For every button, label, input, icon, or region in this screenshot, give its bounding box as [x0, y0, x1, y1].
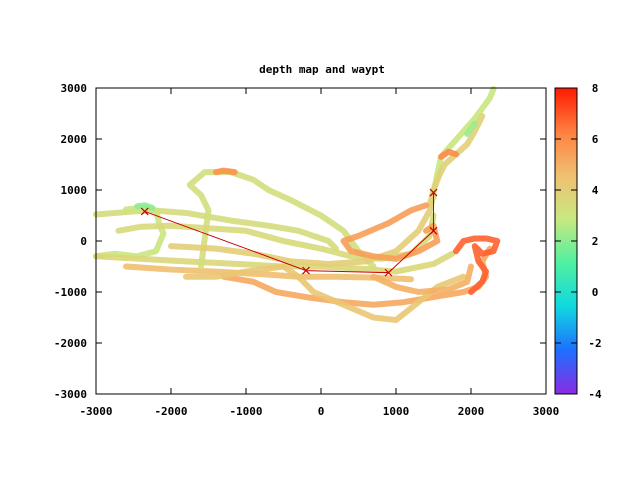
depth-track-10 [168, 192, 437, 267]
y-tick-label: 3000 [61, 82, 88, 95]
depth-track-18 [134, 202, 156, 211]
depth-track-7 [186, 169, 377, 270]
x-tick-label: 3000 [533, 405, 560, 418]
y-tick-label: 2000 [61, 133, 88, 146]
chart-title: depth map and waypt [259, 63, 385, 76]
colorbar-tick-label: 2 [592, 235, 599, 248]
x-tick-label: 2000 [458, 405, 485, 418]
y-axis: 3000 2000 1000 0 -1000 -2000 -3000 [54, 82, 546, 401]
colorbar-tick-label: 8 [592, 82, 599, 95]
y-tick-label: 1000 [61, 184, 88, 197]
waypoint-layer [140, 188, 438, 277]
waypoint-marker-1 [140, 207, 149, 216]
y-tick-label: 0 [80, 235, 87, 248]
depth-track-13 [438, 148, 459, 160]
colorbar-tick-label: 6 [592, 133, 599, 146]
depth-track-11 [430, 86, 497, 196]
colorbar-tick-label: 4 [592, 184, 599, 197]
waypoint-marker-4 [429, 226, 438, 235]
waypoint-marker-3 [384, 268, 393, 277]
depth-track-8 [213, 167, 238, 176]
track-layer [93, 86, 501, 324]
x-axis: -3000 -2000 -1000 0 1000 2000 3000 [79, 88, 559, 418]
x-tick-label: -1000 [229, 405, 262, 418]
colorbar-axis: 8 6 4 2 0 -2 -4 [555, 82, 602, 401]
x-tick-label: 0 [318, 405, 325, 418]
y-tick-label: -1000 [54, 286, 87, 299]
x-tick-label: -3000 [79, 405, 112, 418]
waypoint-marker-2 [302, 266, 310, 275]
y-tick-label: -2000 [54, 337, 87, 350]
depth-track-16 [453, 235, 501, 295]
colorbar-tick-label: -4 [588, 388, 602, 401]
depth-track-6 [183, 263, 467, 324]
depth-track-3 [93, 250, 456, 275]
depth-track-15 [370, 263, 474, 295]
depth-track-14 [340, 202, 441, 262]
y-tick-label: -3000 [54, 388, 87, 401]
x-tick-label: 1000 [383, 405, 410, 418]
depth-track-17 [464, 120, 478, 137]
depth-track-12 [426, 113, 486, 209]
waypoint-marker-5 [429, 188, 438, 197]
colorbar-tick-label: -2 [588, 337, 601, 350]
x-tick-label: -2000 [154, 405, 187, 418]
colorbar-tick-label: 0 [592, 286, 599, 299]
